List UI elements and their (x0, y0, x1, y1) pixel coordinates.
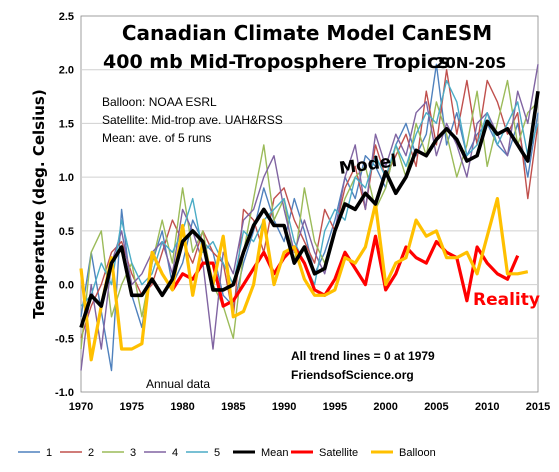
reality-annotation: Reality (473, 290, 540, 310)
annual-data-note: Annual data (146, 377, 210, 391)
x-tick-label: 1970 (69, 401, 93, 413)
x-tick-label: 2010 (475, 401, 499, 413)
plot-area (80, 15, 539, 393)
y-tick-label: -1.0 (55, 387, 74, 399)
legend-label-balloon: Balloon (399, 447, 436, 459)
note-satellite: Satellite: Mid-trop ave. UAH&RSS (102, 113, 283, 127)
legend-label-3: 3 (130, 447, 136, 459)
legend-label-5: 5 (214, 447, 220, 459)
y-axis-label: Temperature (deg. Celsius) (30, 89, 48, 318)
trend-note: All trend lines = 0 at 1979 (291, 349, 435, 363)
note-mean: Mean: ave. of 5 runs (102, 131, 211, 145)
source-note: FriendsofScience.org (291, 368, 414, 382)
y-tick-label: 1.0 (59, 172, 74, 184)
y-tick-label: 2.0 (59, 65, 74, 77)
y-tick-label: -0.5 (55, 333, 74, 345)
legend-label-mean: Mean (261, 447, 289, 459)
series-line-4 (80, 64, 539, 371)
series-line-mean (79, 90, 540, 329)
legend: 1 2 3 4 5 Mean Satellite Balloon (18, 447, 436, 459)
x-tick-labels: 1970 1975 1980 1985 1990 1995 2000 2005 2010 2015 (69, 401, 550, 413)
x-tick-label: 1985 (221, 401, 245, 413)
legend-label-4: 4 (172, 447, 178, 459)
y-tick-label: 0.0 (59, 280, 74, 292)
x-tick-label: 2000 (373, 401, 397, 413)
legend-label-satellite: Satellite (319, 447, 358, 459)
note-balloon: Balloon: NOAA ESRL (102, 95, 217, 109)
chart-title-region: 20N-20S (435, 54, 506, 72)
series-layer (79, 63, 540, 372)
legend-label-2: 2 (88, 447, 94, 459)
chart-title-line2: 400 mb Mid-Troposphere Tropics (103, 51, 450, 73)
x-tick-label: 1975 (120, 401, 144, 413)
series-line-2 (80, 68, 539, 339)
chart-title-line1: Canadian Climate Model CanESM (122, 21, 492, 45)
x-tick-label: 2015 (526, 401, 550, 413)
series-line-balloon (79, 197, 529, 362)
y-tick-label: 0.5 (59, 226, 74, 238)
y-tick-label: 2.5 (59, 11, 74, 23)
x-tick-label: 2005 (424, 401, 448, 413)
x-tick-label: 1995 (323, 401, 347, 413)
y-tick-labels: 2.5 2.0 1.5 1.0 0.5 0.0 -0.5 -1.0 (55, 11, 74, 399)
x-tick-label: 1980 (170, 401, 194, 413)
x-tick-label: 1990 (272, 401, 296, 413)
y-tick-label: 1.5 (59, 118, 74, 130)
legend-label-1: 1 (46, 447, 52, 459)
